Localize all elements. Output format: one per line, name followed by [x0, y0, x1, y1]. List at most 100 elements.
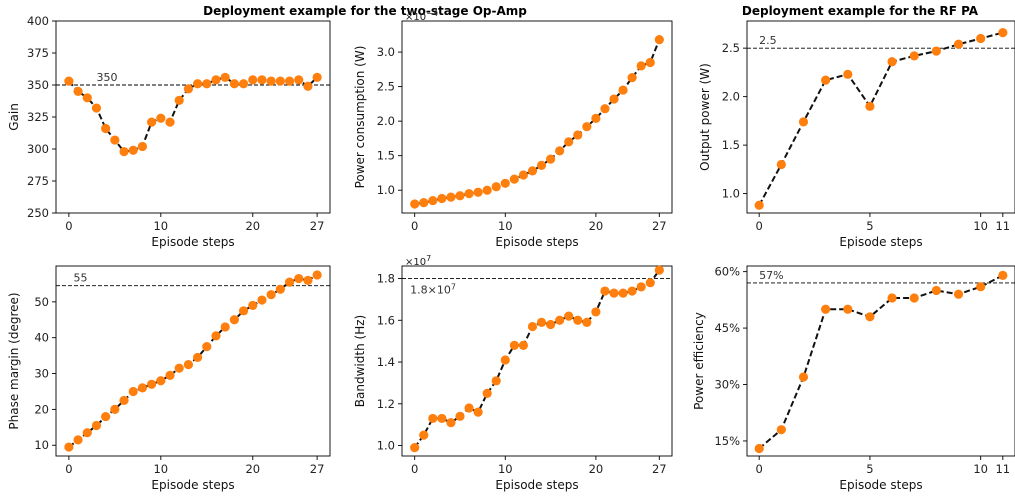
data-point: [931, 46, 941, 56]
data-point: [636, 61, 646, 71]
y-tick-label: 3.0: [377, 45, 395, 59]
data-point: [147, 117, 157, 127]
data-point: [220, 322, 230, 332]
data-point: [636, 282, 646, 292]
data-point: [119, 146, 129, 157]
y-tick-label: 30%: [714, 378, 740, 392]
y-tick-label: 10: [34, 438, 49, 452]
data-point: [509, 340, 519, 350]
data-point: [91, 420, 102, 431]
data-point: [312, 72, 322, 82]
x-tick-label: 10: [973, 462, 988, 476]
panel-output_power: 0 5 10 11 1.0 1.5 2.0 2.5 Episode steps Output po…: [698, 20, 1015, 249]
data-point: [128, 145, 138, 155]
data-point: [110, 135, 120, 145]
y-tick-label: 15%: [714, 434, 740, 448]
data-point: [645, 278, 655, 288]
data-point: [428, 413, 438, 424]
data-point: [976, 33, 986, 44]
x-tick-label: 27: [310, 462, 325, 476]
data-point: [229, 79, 239, 89]
data-point: [455, 411, 465, 421]
data-point: [509, 174, 519, 184]
data-point: [192, 352, 203, 363]
x-tick-label: 0: [411, 219, 418, 233]
y-tick-label: 1.4: [377, 355, 395, 369]
plot-frame: [746, 265, 1015, 457]
x-tick-label: 10: [498, 219, 513, 233]
data-point: [174, 363, 184, 373]
x-axis-label: Episode steps: [839, 478, 922, 492]
y-tick-label: 250: [27, 206, 49, 220]
x-axis-label: Episode steps: [151, 478, 234, 492]
data-point: [887, 293, 897, 303]
data-point: [591, 113, 601, 123]
opamp-title: Deployment example for the two-stage Op-…: [203, 4, 527, 18]
data-point: [618, 288, 628, 298]
y-tick-label: 1.0: [377, 439, 395, 453]
data-point: [843, 69, 853, 79]
data-point: [64, 76, 74, 86]
data-point: [754, 443, 764, 454]
data-point: [238, 306, 249, 316]
y-tick-label: 400: [27, 14, 49, 28]
x-tick-label: 20: [589, 462, 604, 476]
panel-phase_margin: 0 10 20 27 10 20 30 40 50 Episode steps Phase marg…: [7, 265, 331, 492]
x-tick-label: 27: [310, 219, 325, 233]
data-point: [410, 199, 420, 209]
plot-frame: [746, 20, 1015, 214]
data-point: [482, 185, 492, 195]
y-tick-label: 1.5: [722, 138, 740, 152]
data-point: [909, 51, 919, 61]
x-tick-label: 10: [153, 219, 168, 233]
y-tick-label: 2.5: [377, 80, 395, 94]
data-point: [582, 317, 592, 327]
data-point: [312, 270, 322, 280]
reference-label: 55: [73, 272, 87, 285]
y-tick-label: 1.5: [377, 149, 395, 163]
data-point: [91, 103, 102, 113]
data-point: [73, 435, 83, 445]
data-point: [147, 379, 157, 389]
data-point: [609, 288, 619, 298]
data-point: [573, 130, 583, 140]
data-point: [843, 304, 853, 314]
data-point: [248, 300, 258, 311]
y-tick-label: 60%: [714, 265, 740, 279]
data-point: [865, 312, 875, 322]
data-point: [303, 275, 313, 285]
y-tick-label: 1.0: [722, 187, 740, 201]
data-point: [294, 273, 304, 284]
data-point: [654, 35, 664, 45]
data-point: [491, 376, 501, 386]
data-point: [482, 388, 492, 398]
x-tick-label: 20: [245, 462, 260, 476]
data-point: [527, 166, 538, 176]
data-point: [211, 331, 221, 341]
data-point: [953, 39, 964, 49]
x-axis-label: Episode steps: [495, 478, 578, 492]
plot-frame: [55, 20, 331, 214]
data-point: [220, 72, 230, 82]
series-line: [758, 274, 1004, 450]
y-axis-label: Output power (W): [698, 63, 712, 171]
data-point: [446, 192, 456, 202]
data-point: [137, 141, 148, 152]
y-axis-label: Power efficiency: [692, 312, 706, 410]
x-tick-label: 10: [498, 462, 513, 476]
data-point: [192, 79, 203, 89]
data-point: [555, 146, 565, 156]
axis-multiplier-exponent: 7: [426, 254, 431, 263]
y-axis-label: Bandwidth (Hz): [353, 315, 367, 407]
data-point: [229, 315, 239, 325]
y-tick-label: 2.5: [722, 41, 740, 55]
series-line: [68, 76, 318, 153]
x-tick-label: 27: [652, 219, 667, 233]
data-point: [419, 430, 429, 440]
data-point: [294, 75, 304, 85]
data-point: [527, 321, 538, 332]
data-point: [101, 123, 111, 134]
data-point: [410, 443, 420, 453]
